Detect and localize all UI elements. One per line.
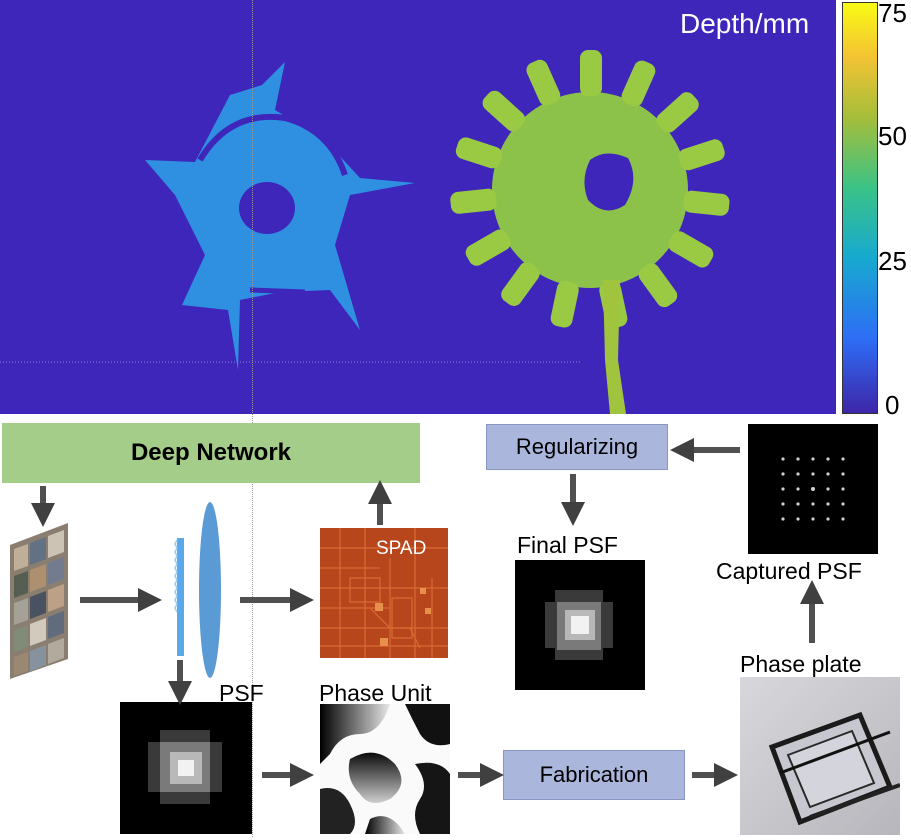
phase-plate-svg xyxy=(768,711,901,826)
regularizing-label: Regularizing xyxy=(515,434,639,459)
psf-pixels xyxy=(148,730,222,804)
gear-object xyxy=(450,50,730,414)
psf-label: PSF xyxy=(219,680,264,706)
colorbar-tick-75: 75 xyxy=(878,0,907,28)
colorbar-tick-25: 25 xyxy=(878,246,907,276)
phase-unit-image xyxy=(320,704,450,834)
guide-line xyxy=(252,0,253,837)
colorbar-tick-0: 0 xyxy=(885,390,900,420)
colorbar xyxy=(842,2,878,414)
depth-map-svg xyxy=(0,50,730,414)
captured-psf-image xyxy=(748,424,878,554)
phase-mask-element xyxy=(177,538,184,656)
final-psf-image xyxy=(515,560,645,690)
final-psf-label: Final PSF xyxy=(517,532,618,558)
fabrication-box: Fabrication xyxy=(503,750,685,800)
optics xyxy=(168,500,228,680)
final-psf-pixels xyxy=(545,590,613,660)
phase-unit-svg xyxy=(320,704,450,834)
spad-chip: SPAD xyxy=(320,528,448,658)
optics-svg xyxy=(174,502,221,678)
captured-psf-label: Captured PSF xyxy=(716,558,862,584)
regularizing-box: Regularizing xyxy=(486,424,668,470)
training-images-svg xyxy=(10,523,68,679)
captured-psf-dots xyxy=(781,457,845,521)
phase-plate-photo xyxy=(740,677,901,835)
fabrication-label: Fabrication xyxy=(539,762,649,787)
spad-chip-svg xyxy=(320,528,448,658)
deep-network-box: Deep Network xyxy=(2,423,420,483)
spad-label: SPAD xyxy=(376,538,427,559)
colorbar-title: Depth/mm xyxy=(680,8,810,39)
depth-map xyxy=(0,0,836,414)
phase-unit-label: Phase Unit xyxy=(319,680,432,706)
training-images xyxy=(8,521,70,681)
colorbar-tick-50: 50 xyxy=(878,121,907,151)
deep-network-label: Deep Network xyxy=(130,439,292,466)
lens-element xyxy=(199,502,221,678)
star-object xyxy=(145,62,415,370)
psf-image xyxy=(120,702,252,834)
phase-plate-label: Phase plate xyxy=(740,651,862,677)
